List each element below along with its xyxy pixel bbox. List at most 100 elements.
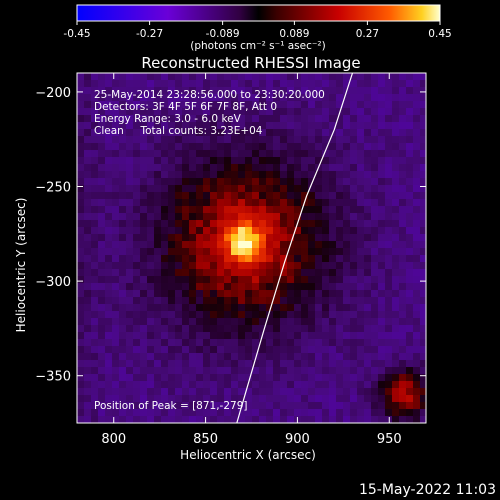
heatmap-pixel: [343, 227, 350, 234]
heatmap-pixel: [385, 199, 392, 206]
heatmap-pixel: [168, 318, 175, 325]
heatmap-pixel: [378, 150, 385, 157]
heatmap-pixel: [84, 157, 91, 164]
heatmap-pixel: [112, 220, 119, 227]
heatmap-pixel: [105, 374, 112, 381]
heatmap-pixel: [294, 283, 301, 290]
heatmap-pixel: [266, 262, 273, 269]
heatmap-pixel: [126, 353, 133, 360]
heatmap-pixel: [399, 241, 406, 248]
heatmap-pixel: [259, 269, 266, 276]
heatmap-pixel: [336, 87, 343, 94]
heatmap-pixel: [98, 297, 105, 304]
heatmap-pixel: [231, 402, 238, 409]
heatmap-pixel: [322, 325, 329, 332]
heatmap-pixel: [189, 150, 196, 157]
heatmap-pixel: [203, 304, 210, 311]
heatmap-pixel: [140, 213, 147, 220]
heatmap-pixel: [252, 360, 259, 367]
heatmap-pixel: [322, 94, 329, 101]
heatmap-pixel: [147, 276, 154, 283]
heatmap-pixel: [84, 178, 91, 185]
heatmap-pixel: [273, 311, 280, 318]
heatmap-pixel: [238, 332, 245, 339]
heatmap-pixel: [308, 311, 315, 318]
heatmap-pixel: [350, 150, 357, 157]
heatmap-pixel: [357, 87, 364, 94]
heatmap-pixel: [280, 283, 287, 290]
heatmap-pixel: [189, 290, 196, 297]
heatmap-pixel: [336, 164, 343, 171]
heatmap-pixel: [259, 409, 266, 416]
heatmap-pixel: [77, 255, 84, 262]
heatmap-pixel: [210, 402, 217, 409]
heatmap-pixel: [126, 290, 133, 297]
heatmap-pixel: [399, 290, 406, 297]
heatmap-pixel: [98, 374, 105, 381]
heatmap-pixel: [350, 192, 357, 199]
heatmap-pixel: [154, 101, 161, 108]
heatmap-pixel: [84, 171, 91, 178]
heatmap-pixel: [259, 213, 266, 220]
heatmap-pixel: [308, 304, 315, 311]
heatmap-pixel: [287, 367, 294, 374]
heatmap-pixel: [140, 164, 147, 171]
heatmap-pixel: [273, 283, 280, 290]
heatmap-pixel: [406, 409, 413, 416]
heatmap-pixel: [245, 129, 252, 136]
heatmap-pixel: [98, 353, 105, 360]
heatmap-pixel: [245, 164, 252, 171]
heatmap-pixel: [329, 192, 336, 199]
heatmap-pixel: [175, 367, 182, 374]
heatmap-pixel: [413, 276, 420, 283]
heatmap-pixel: [273, 115, 280, 122]
heatmap-pixel: [175, 164, 182, 171]
heatmap-pixel: [294, 164, 301, 171]
heatmap-pixel: [119, 318, 126, 325]
heatmap-pixel: [329, 304, 336, 311]
heatmap-pixel: [133, 122, 140, 129]
heatmap-pixel: [364, 80, 371, 87]
heatmap-pixel: [301, 150, 308, 157]
heatmap-pixel: [77, 80, 84, 87]
heatmap-pixel: [217, 220, 224, 227]
heatmap-pixel: [378, 192, 385, 199]
heatmap-pixel: [77, 129, 84, 136]
heatmap-pixel: [406, 269, 413, 276]
heatmap-pixel: [350, 332, 357, 339]
heatmap-pixel: [322, 248, 329, 255]
heatmap-pixel: [252, 101, 259, 108]
heatmap-pixel: [266, 332, 273, 339]
heatmap-pixel: [287, 402, 294, 409]
plot-frame: [76, 72, 427, 424]
heatmap-pixel: [259, 241, 266, 248]
heatmap-pixel: [105, 129, 112, 136]
heatmap-pixel: [126, 360, 133, 367]
heatmap-pixel: [343, 192, 350, 199]
heatmap-pixel: [161, 227, 168, 234]
heatmap-pixel: [210, 339, 217, 346]
heatmap-pixel: [168, 311, 175, 318]
heatmap-pixel: [77, 171, 84, 178]
heatmap-pixel: [287, 213, 294, 220]
heatmap-pixel: [175, 290, 182, 297]
heatmap-pixel: [294, 129, 301, 136]
heatmap-pixel: [392, 206, 399, 213]
heatmap-pixel: [91, 185, 98, 192]
heatmap-pixel: [224, 178, 231, 185]
heatmap-pixel: [385, 185, 392, 192]
heatmap-pixel: [259, 402, 266, 409]
heatmap-pixel: [84, 122, 91, 129]
heatmap-pixel: [357, 101, 364, 108]
heatmap-pixel: [140, 199, 147, 206]
heatmap-pixel: [196, 241, 203, 248]
heatmap-pixel: [154, 290, 161, 297]
heatmap-pixel: [133, 227, 140, 234]
heatmap-pixel: [385, 395, 392, 402]
heatmap-pixel: [406, 129, 413, 136]
heatmap-pixel: [273, 171, 280, 178]
heatmap-pixel: [196, 353, 203, 360]
heatmap-pixel: [154, 150, 161, 157]
heatmap-pixel: [175, 122, 182, 129]
heatmap-pixel: [287, 178, 294, 185]
